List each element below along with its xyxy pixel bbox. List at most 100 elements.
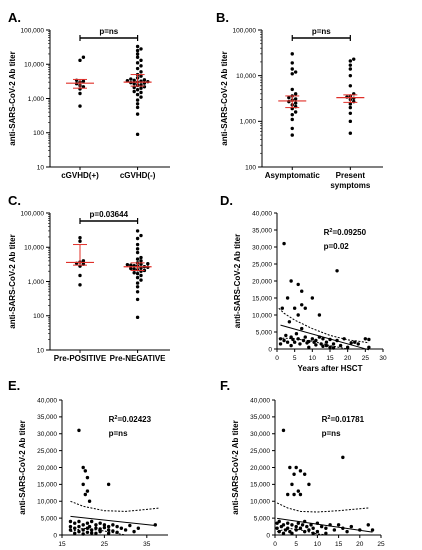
- y-tick-label: 10,000: [37, 499, 57, 506]
- data-point: [68, 519, 73, 524]
- data-point: [305, 524, 309, 529]
- data-point: [139, 278, 143, 282]
- x-tick-label: 15: [58, 541, 66, 548]
- data-point: [342, 337, 346, 341]
- x-category-label: Pre-NEGATIVE: [110, 354, 167, 363]
- data-point: [139, 273, 143, 278]
- panel-d: D. 0 5,000 10,000 15,000 20,000 25,000 30,000 35…: [220, 193, 387, 373]
- data-point: [285, 340, 290, 344]
- data-point: [311, 531, 315, 536]
- data-point: [153, 523, 157, 527]
- data-point: [294, 524, 298, 529]
- data-point: [81, 482, 85, 487]
- panel-label: A.: [8, 10, 21, 25]
- ci-lower-band: [70, 527, 135, 536]
- data-point: [275, 526, 279, 530]
- data-point: [135, 66, 140, 71]
- data-point: [296, 521, 301, 525]
- y-tick-label: 15,000: [37, 482, 57, 489]
- data-point: [81, 79, 86, 83]
- data-point: [349, 341, 353, 345]
- data-point: [324, 340, 329, 344]
- data-point: [287, 320, 292, 324]
- data-point: [81, 528, 85, 532]
- r-squared-superscript: 2: [329, 228, 332, 234]
- data-point: [135, 132, 140, 137]
- y-axis-label: anti-SARS-CoV-2 Ab titer: [231, 420, 240, 514]
- data-point: [89, 519, 94, 524]
- data-point: [102, 525, 107, 530]
- data-point: [106, 482, 111, 487]
- group-1: [336, 57, 365, 135]
- data-point: [139, 70, 143, 74]
- data-point: [290, 87, 294, 92]
- x-tick-label: 10: [314, 541, 322, 548]
- y-tick-label: 0: [53, 532, 57, 539]
- data-point: [282, 338, 286, 343]
- data-point: [331, 346, 336, 350]
- y-axis-label: anti-SARS-CoV-2 Ab titer: [8, 234, 17, 328]
- data-point: [132, 267, 136, 271]
- x-tick-label: 25: [101, 541, 109, 548]
- x-category-label: Present: [336, 171, 366, 180]
- data-point: [132, 529, 136, 534]
- data-point: [132, 85, 136, 90]
- data-point: [324, 526, 328, 530]
- regression-line: [70, 515, 156, 527]
- data-point: [290, 126, 294, 131]
- panel-label: F.: [220, 378, 230, 393]
- data-points: [278, 241, 371, 350]
- data-point: [289, 335, 293, 339]
- data-point: [135, 281, 140, 285]
- data-point: [300, 303, 304, 307]
- data-point: [348, 102, 353, 106]
- data-point: [115, 524, 119, 529]
- data-point: [290, 52, 294, 56]
- data-point: [111, 529, 115, 533]
- data-point: [135, 48, 140, 53]
- data-point: [73, 521, 77, 525]
- ci-upper-band: [278, 307, 369, 344]
- data-point: [136, 526, 141, 530]
- data-point: [292, 306, 297, 310]
- data-point: [132, 78, 136, 82]
- data-point: [139, 47, 143, 51]
- data-point: [85, 530, 90, 534]
- data-point: [345, 529, 349, 534]
- data-point: [135, 105, 140, 110]
- data-point: [98, 527, 102, 531]
- y-tick-label: 25,000: [252, 261, 272, 268]
- data-point: [139, 95, 143, 99]
- y-tick-label: 40,000: [250, 397, 270, 404]
- data-point: [81, 259, 86, 263]
- data-point: [135, 112, 140, 116]
- data-point: [328, 345, 332, 349]
- data-point: [302, 472, 307, 476]
- data-point: [106, 528, 111, 532]
- y-tick-label: 10,000: [250, 499, 270, 506]
- y-tick-label: 40,000: [37, 397, 57, 404]
- data-point: [78, 91, 82, 96]
- data-point: [135, 247, 140, 251]
- data-point: [290, 133, 294, 137]
- data-point: [288, 465, 292, 470]
- data-point: [289, 343, 293, 348]
- data-point: [296, 313, 300, 317]
- p-value-label: p=ns: [109, 429, 128, 438]
- data-point: [367, 345, 371, 349]
- x-tick-label: 20: [356, 541, 364, 548]
- y-tick-label: 1,000: [240, 119, 257, 126]
- data-point: [102, 523, 107, 527]
- data-point: [135, 98, 140, 102]
- data-point: [348, 59, 353, 63]
- x-tick-label: 0: [273, 541, 277, 548]
- data-point: [142, 85, 147, 89]
- data-point: [135, 290, 140, 294]
- data-point: [135, 102, 140, 106]
- y-tick-label: 0: [268, 346, 272, 353]
- x-tick-label: 0: [275, 355, 279, 362]
- y-tick-label: 100: [245, 164, 256, 171]
- panel-label: B.: [216, 10, 229, 25]
- x-tick-label: 15: [326, 355, 334, 362]
- x-tick-label: 10: [309, 355, 317, 362]
